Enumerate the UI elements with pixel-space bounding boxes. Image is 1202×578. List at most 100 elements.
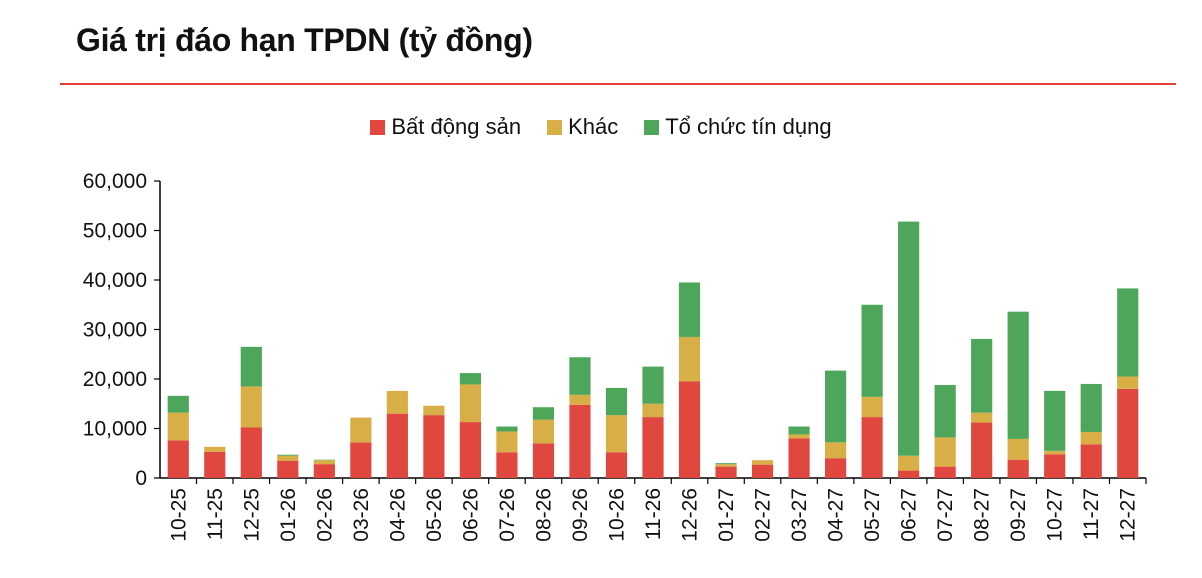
x-tick-label: 10-25	[167, 488, 190, 542]
bar-segment-01-27-s0	[715, 466, 737, 478]
x-tick-label: 11-27	[1080, 488, 1103, 540]
bar-segment-10-27-s1	[1044, 450, 1066, 455]
x-tick-label: 03-27	[788, 488, 811, 542]
x-tick-label: 12-26	[679, 488, 702, 542]
bar-segment-04-27-s2	[825, 370, 847, 443]
x-tick-label: 07-26	[496, 488, 519, 542]
bar-segment-09-27-s0	[1007, 459, 1029, 478]
y-tick-label: 50,000	[83, 220, 147, 243]
legend-swatch-khac	[547, 119, 563, 135]
bar-segment-02-26-s0	[313, 464, 335, 478]
x-tick-label: 01-26	[277, 488, 300, 542]
bar-segment-10-26-s0	[605, 452, 628, 478]
bar-segment-08-27-s0	[971, 422, 993, 478]
bar-segment-02-27-s0	[751, 464, 774, 478]
x-tick-label: 03-26	[350, 488, 373, 542]
x-tick-label: 06-26	[459, 488, 482, 542]
x-tick-label: 09-27	[1007, 488, 1030, 542]
bar-segment-01-27-s2	[715, 463, 737, 465]
bar-segment-01-27-s1	[715, 464, 737, 467]
bar-segment-06-26-s1	[459, 384, 481, 423]
x-tick-label: 02-26	[313, 488, 336, 542]
bar-segment-12-26-s1	[678, 336, 701, 382]
title-divider	[60, 83, 1176, 85]
bar-segment-03-27-s1	[788, 434, 810, 439]
bar-segment-10-25-s2	[167, 395, 189, 413]
bar-segment-06-26-s2	[459, 373, 481, 385]
bar-segment-10-26-s2	[605, 387, 628, 416]
x-tick-label: 11-25	[204, 488, 227, 540]
x-tick-label: 12-27	[1117, 488, 1140, 542]
bar-segment-12-27-s1	[1117, 376, 1139, 389]
bar-segment-06-27-s0	[898, 470, 920, 478]
bar-segment-03-26-s1	[350, 417, 372, 443]
x-tick-label: 11-26	[642, 488, 665, 540]
bar-segment-01-26-s2	[277, 454, 299, 456]
bar-segment-02-27-s1	[751, 460, 774, 465]
bar-segment-07-26-s2	[496, 426, 518, 432]
bar-segment-11-27-s1	[1080, 431, 1102, 445]
bar-segment-08-26-s2	[532, 407, 555, 420]
bar-segment-01-26-s0	[277, 460, 299, 478]
bar-segment-08-27-s1	[971, 412, 993, 423]
bar-segment-07-27-s1	[934, 437, 956, 467]
bar-segment-01-26-s1	[277, 455, 299, 461]
chart-title: Giá trị đáo hạn TPDN (tỷ đồng)	[76, 22, 533, 58]
bar-segment-06-27-s1	[898, 455, 920, 471]
x-tick-label: 02-27	[752, 488, 775, 542]
bar-segment-07-26-s1	[496, 431, 518, 453]
bar-segment-10-27-s0	[1044, 454, 1066, 478]
bar-segment-10-27-s2	[1044, 390, 1066, 451]
bar-segment-11-25-s1	[204, 446, 226, 452]
x-tick-label: 10-26	[605, 488, 628, 542]
legend-item-to-chuc-tin-dung: Tổ chức tín dụng	[644, 114, 832, 140]
bar-segment-11-26-s2	[642, 366, 664, 404]
bar-segment-07-27-s0	[934, 466, 956, 478]
y-tick-label: 0	[135, 467, 147, 490]
bar-segment-05-27-s2	[861, 304, 883, 397]
legend-label-khac: Khác	[568, 114, 619, 139]
bar-segment-09-27-s1	[1007, 438, 1029, 460]
bar-segment-12-26-s0	[678, 381, 701, 478]
bar-segment-11-25-s0	[204, 451, 226, 478]
x-tick-label: 09-26	[569, 488, 592, 542]
bar-segment-12-27-s2	[1117, 288, 1139, 377]
x-tick-label: 08-26	[532, 488, 555, 542]
bar-segment-06-27-s2	[898, 221, 920, 456]
bar-segment-08-26-s1	[532, 419, 555, 444]
bar-segment-04-26-s0	[386, 413, 408, 478]
legend-item-khac: Khác	[547, 114, 618, 140]
bar-segment-09-26-s2	[569, 357, 591, 395]
bar-segment-05-26-s0	[423, 415, 445, 478]
bar-segment-11-27-s0	[1080, 444, 1102, 478]
y-tick-label: 40,000	[83, 269, 147, 292]
legend-item-bat-dong-san: Bất động sản	[370, 114, 521, 140]
legend-swatch-bat-dong-san	[370, 119, 386, 135]
bar-segment-09-27-s2	[1007, 311, 1029, 439]
bar-segment-06-26-s0	[459, 422, 481, 478]
bar-segment-05-27-s1	[861, 396, 883, 418]
x-tick-label: 07-27	[934, 488, 957, 542]
bar-segment-02-26-s1	[313, 460, 335, 465]
bar-segment-08-27-s2	[971, 338, 993, 413]
x-tick-label: 12-25	[240, 488, 263, 542]
y-tick-label: 60,000	[83, 170, 147, 193]
bar-segment-11-27-s2	[1080, 383, 1102, 432]
bar-segment-07-26-s0	[496, 452, 518, 478]
bar-segment-12-25-s0	[240, 427, 262, 478]
chart-legend: Bất động sản Khác Tổ chức tín dụng	[0, 114, 1202, 140]
bar-segment-05-26-s1	[423, 405, 445, 416]
x-tick-label: 08-27	[971, 488, 994, 542]
bar-segment-11-26-s1	[642, 403, 664, 418]
bar-segment-12-25-s2	[240, 346, 262, 387]
bar-segment-11-26-s0	[642, 417, 664, 478]
bar-segment-07-27-s2	[934, 384, 956, 438]
bar-segment-10-26-s1	[605, 415, 628, 453]
bar-segment-12-25-s1	[240, 386, 262, 428]
x-tick-label: 10-27	[1044, 488, 1067, 542]
bar-segment-08-26-s0	[532, 443, 555, 478]
y-tick-label: 30,000	[83, 319, 147, 342]
bar-segment-10-25-s1	[167, 412, 189, 441]
